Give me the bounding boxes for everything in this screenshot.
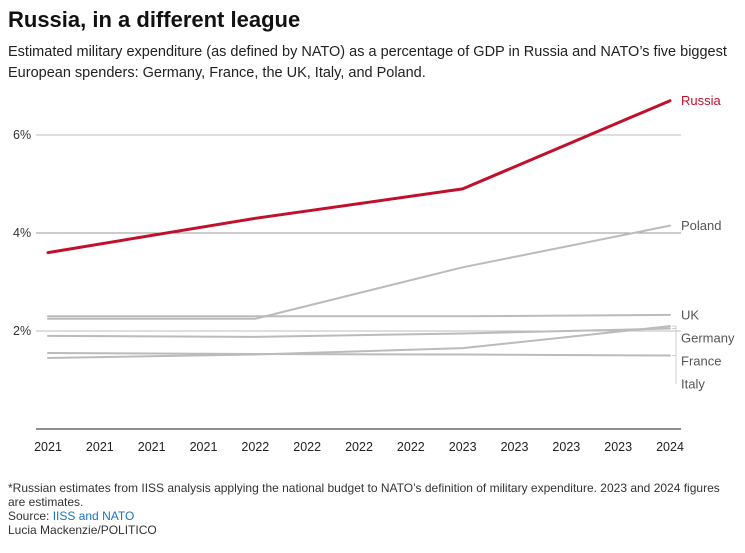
x-tick-label: 2022 xyxy=(293,440,321,454)
x-tick-label: 2021 xyxy=(34,440,62,454)
series-line-uk xyxy=(47,313,671,318)
series-label-poland: Poland xyxy=(681,218,721,233)
footnote: *Russian estimates from IISS analysis ap… xyxy=(8,481,720,509)
source-label: Source: xyxy=(8,509,53,523)
series-label-france: France xyxy=(681,353,721,368)
x-tick-label: 2023 xyxy=(604,440,632,454)
x-tick-label: 2022 xyxy=(345,440,373,454)
x-tick-label: 2023 xyxy=(552,440,580,454)
chart-subtitle: Estimated military expenditure (as defin… xyxy=(8,44,727,81)
credit: Lucia Mackenzie/POLITICO xyxy=(8,523,157,537)
chart-title: Russia, in a different league xyxy=(8,7,301,32)
grid-lines xyxy=(36,134,681,430)
series-line-poland xyxy=(47,224,671,320)
y-axis-ticks: 2% 4% 6% xyxy=(13,128,31,338)
series-line-germany xyxy=(47,325,671,359)
source-link[interactable]: IISS and NATO xyxy=(52,509,135,523)
line-chart: 2%4%6% 2021 2021 2021 2021 2022 2022 2022 2022 2… xyxy=(13,93,735,454)
x-tick-label: 2022 xyxy=(241,440,269,454)
source-line: Source: IISS and NATO xyxy=(8,509,736,523)
leader-line xyxy=(672,355,677,384)
x-tick-label: 2021 xyxy=(86,440,114,454)
y-tick-label: 6% xyxy=(13,128,31,142)
series-label-germany: Germany xyxy=(681,330,735,345)
leader-line xyxy=(672,328,677,361)
series-label-russia: Russia xyxy=(681,93,722,108)
y-tick-label: 2% xyxy=(13,324,31,338)
x-axis-ticks: 2021 2021 2021 2021 2022 2022 2022 2022 2023 2023… xyxy=(34,440,684,454)
x-tick-label: 2022 xyxy=(397,440,425,454)
leader-line xyxy=(672,325,677,338)
x-tick-label: 2024 xyxy=(656,440,684,454)
y-tick-label: 4% xyxy=(13,226,31,240)
series-line-italy xyxy=(47,352,671,357)
chart-footer: *Russian estimates from IISS analysis ap… xyxy=(8,481,736,537)
x-tick-label: 2023 xyxy=(449,440,477,454)
series-label-italy: Italy xyxy=(681,376,705,391)
x-tick-label: 2023 xyxy=(501,440,529,454)
series-labels: Russia Poland UK Germany France Italy xyxy=(672,93,735,391)
series-lines xyxy=(46,99,672,359)
series-line-france xyxy=(47,327,671,338)
x-tick-label: 2021 xyxy=(190,440,218,454)
series-label-uk: UK xyxy=(681,307,699,322)
series-line-russia xyxy=(46,99,672,255)
x-tick-label: 2021 xyxy=(138,440,166,454)
